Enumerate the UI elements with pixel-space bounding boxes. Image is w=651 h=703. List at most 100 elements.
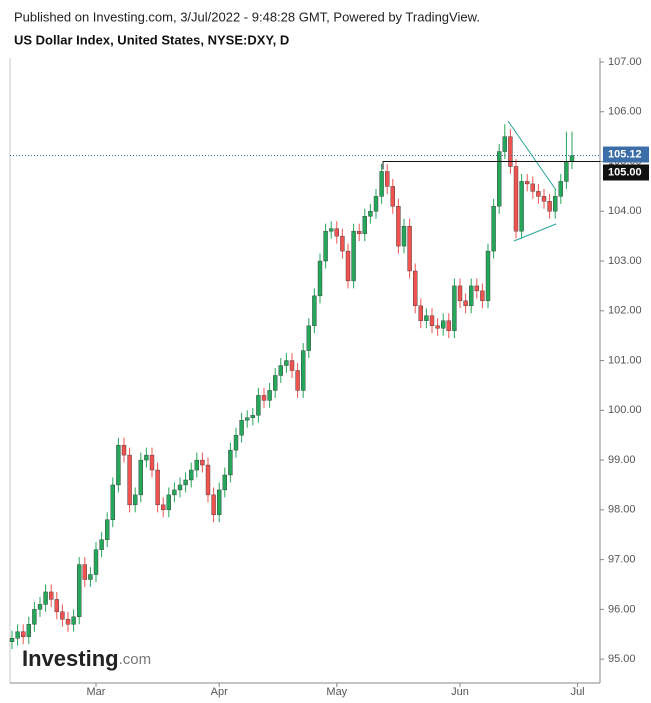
candle-body [340, 235, 345, 252]
candle-body [463, 300, 468, 307]
candle-body [508, 136, 513, 167]
candle-body [295, 370, 300, 391]
candle-body [289, 360, 295, 371]
candle-body [228, 449, 233, 476]
candle-body [200, 459, 205, 466]
candle-body [497, 151, 502, 207]
brand-name: Investing [22, 646, 119, 671]
candle-body [155, 469, 160, 506]
candle-body [15, 631, 20, 639]
candle-body [267, 390, 272, 401]
candle-body [519, 181, 524, 232]
candle-body [43, 591, 48, 605]
candle-body [273, 375, 278, 391]
candle-body [491, 206, 496, 252]
candle-body [525, 181, 530, 185]
candle-body [513, 166, 519, 232]
candle-body [541, 196, 547, 202]
candle-body [345, 250, 351, 282]
y-tick-label: 95.00 [608, 653, 636, 665]
candle-body [60, 611, 65, 620]
candle-body [480, 290, 485, 302]
candle-body [485, 250, 491, 302]
candle-body [211, 494, 216, 516]
candle-body [9, 638, 15, 642]
candle-body [239, 420, 244, 436]
candle-body [329, 228, 334, 232]
candle-body [457, 285, 463, 302]
candle-body [317, 260, 323, 297]
candle-body [54, 599, 59, 613]
candle-body [502, 136, 507, 152]
candle-body [233, 434, 239, 451]
candle-body [351, 230, 356, 282]
candle-body [536, 191, 541, 197]
candle-body [441, 320, 446, 329]
candle-body [205, 464, 211, 496]
candle-body [306, 325, 311, 351]
candle-body [216, 489, 222, 516]
candle-body [21, 631, 26, 637]
y-tick-label: 97.00 [608, 553, 636, 565]
y-tick-label: 98.00 [608, 504, 636, 516]
candle-body [401, 225, 407, 247]
candle-body [312, 295, 317, 326]
candle-body [250, 415, 256, 418]
candle-body [474, 285, 479, 292]
candle-body [418, 305, 423, 321]
x-tick-label: May [326, 686, 347, 698]
candle-body [357, 230, 362, 234]
candle-body [71, 616, 76, 625]
candle-body [138, 459, 144, 496]
candle-body [256, 395, 261, 416]
candle-body [88, 574, 93, 580]
candle-body [166, 494, 172, 511]
candle-body [547, 201, 552, 212]
candle-body [558, 181, 563, 197]
candle-body [334, 228, 339, 237]
candle-body [446, 320, 451, 331]
resistance-label: 105.00 [608, 166, 642, 178]
candle-body [385, 171, 390, 187]
candle-body [116, 444, 121, 486]
pennant-lower [513, 223, 557, 242]
candle-body [127, 454, 132, 506]
candle-body [379, 171, 384, 197]
candle-body [76, 564, 82, 618]
candle-body [32, 609, 37, 625]
candle-body [569, 155, 575, 162]
last-price-label: 105.12 [608, 148, 642, 160]
y-tick-label: 100.00 [608, 404, 642, 416]
candle-body [424, 315, 429, 321]
y-tick-label: 104.00 [608, 205, 642, 217]
brand-logo: Investing.com [22, 646, 151, 671]
candle-body [407, 225, 412, 272]
candle-body [121, 444, 127, 456]
last-price-box [603, 146, 649, 163]
candle-body [149, 454, 155, 471]
candle-body [222, 474, 228, 491]
candle-body [435, 325, 440, 329]
candle-body [564, 161, 569, 182]
candle-body [323, 230, 328, 262]
candle-body [82, 564, 88, 580]
candle-body [188, 469, 194, 481]
candle-body [452, 285, 457, 331]
x-tick-label: Jul [571, 686, 585, 698]
candle-body [373, 196, 379, 212]
candle-body [177, 484, 183, 491]
y-tick-label: 107.00 [608, 56, 642, 68]
y-tick-label: 96.00 [608, 603, 636, 615]
candle-body [93, 549, 99, 575]
y-tick-label: 101.00 [608, 354, 642, 366]
candle-body [104, 519, 110, 540]
candle-body [553, 196, 558, 212]
candle-body [284, 360, 289, 366]
candle-body [530, 183, 535, 192]
x-tick-label: Apr [211, 686, 228, 698]
candle-body [469, 285, 474, 307]
candle-body [301, 350, 306, 391]
candle-body [194, 459, 200, 471]
candle-body [37, 604, 43, 610]
